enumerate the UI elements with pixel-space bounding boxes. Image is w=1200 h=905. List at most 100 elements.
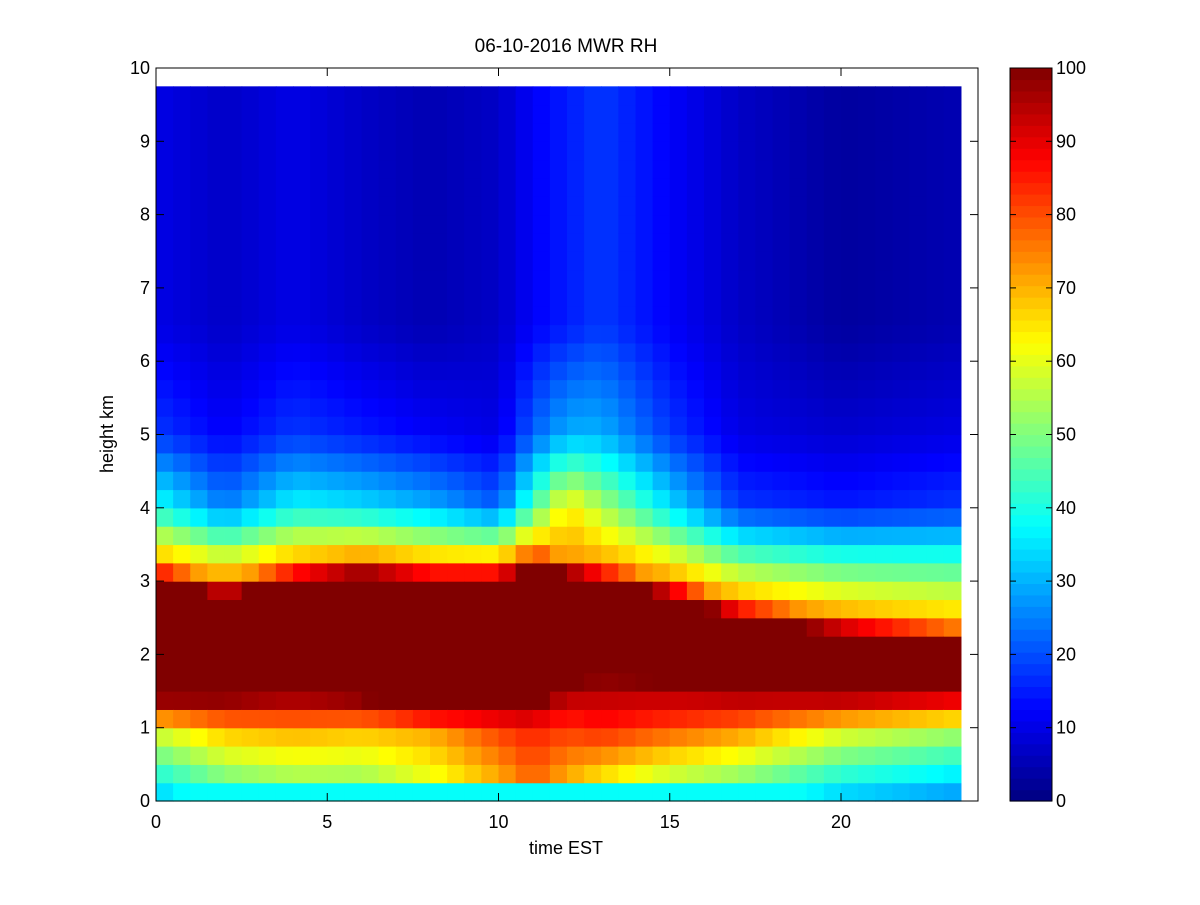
- colorbar-band: [1010, 789, 1052, 802]
- heatmap-cell: [601, 654, 619, 674]
- heatmap-cell: [789, 636, 808, 655]
- heatmap-cell: [721, 141, 739, 161]
- heatmap-cell: [909, 434, 928, 454]
- heatmap-cell: [378, 196, 397, 216]
- heatmap-cell: [892, 342, 911, 362]
- heatmap-cell: [464, 306, 482, 326]
- heatmap-cell: [378, 617, 397, 637]
- heatmap-cell: [823, 159, 842, 179]
- heatmap-cell: [258, 581, 277, 601]
- heatmap-cell: [378, 654, 397, 674]
- heatmap-cell: [858, 196, 876, 216]
- heatmap-cell: [327, 122, 345, 142]
- heatmap-cell: [275, 727, 294, 747]
- heatmap-cell: [772, 416, 791, 436]
- heatmap-cell: [858, 526, 876, 546]
- heatmap-cell: [498, 489, 517, 509]
- heatmap-cell: [875, 214, 893, 234]
- heatmap-cell: [224, 526, 243, 546]
- heatmap-cell: [669, 86, 688, 106]
- heatmap-cell: [327, 287, 345, 307]
- heatmap-cell: [755, 269, 774, 289]
- heatmap-cell: [464, 214, 482, 234]
- heatmap-cell: [823, 507, 842, 527]
- heatmap-cell: [584, 86, 602, 106]
- heatmap-cell: [361, 544, 380, 564]
- heatmap-cell: [464, 452, 482, 472]
- heatmap-cell: [327, 104, 345, 124]
- heatmap-cell: [344, 562, 363, 582]
- x-tick-label: 20: [831, 812, 851, 832]
- colorbar-tick-label: 30: [1056, 571, 1076, 591]
- heatmap-cell: [395, 434, 414, 454]
- heatmap-cell: [858, 434, 876, 454]
- heatmap-cell: [601, 397, 619, 417]
- heatmap-cell: [190, 416, 208, 436]
- heatmap-cell: [190, 214, 208, 234]
- heatmap-cell: [515, 452, 534, 472]
- heatmap-cell: [224, 361, 243, 381]
- heatmap-cell: [584, 471, 602, 491]
- heatmap-cell: [275, 672, 294, 692]
- heatmap-cell: [378, 86, 397, 106]
- heatmap-cell: [207, 342, 226, 362]
- heatmap-cell: [293, 672, 311, 692]
- heatmap-cell: [412, 434, 431, 454]
- heatmap-cell: [190, 526, 208, 546]
- heatmap-cell: [567, 544, 585, 564]
- heatmap-cell: [635, 361, 654, 381]
- heatmap-cell: [515, 434, 534, 454]
- heatmap-cell: [498, 397, 517, 417]
- heatmap-cell: [686, 177, 705, 197]
- y-tick-label: 4: [140, 498, 150, 518]
- heatmap-cell: [447, 764, 465, 784]
- heatmap-cell: [344, 452, 363, 472]
- heatmap-cell: [704, 617, 722, 637]
- colorbar-band: [1010, 148, 1052, 161]
- heatmap-cell: [669, 214, 688, 234]
- heatmap-cell: [755, 599, 774, 619]
- heatmap-cell: [498, 159, 517, 179]
- heatmap-cell: [789, 507, 808, 527]
- heatmap-cell: [892, 159, 911, 179]
- heatmap-cell: [515, 782, 534, 802]
- heatmap-cell: [567, 416, 585, 436]
- heatmap-cell: [652, 599, 671, 619]
- heatmap-cell: [635, 416, 654, 436]
- heatmap-cell: [806, 526, 825, 546]
- heatmap-cell: [841, 507, 859, 527]
- colorbar-band: [1010, 79, 1052, 92]
- heatmap-cell: [669, 122, 688, 142]
- heatmap-cell: [704, 544, 722, 564]
- heatmap-cell: [190, 159, 208, 179]
- heatmap-cell: [156, 507, 174, 527]
- heatmap-cell: [892, 746, 911, 765]
- heatmap-cell: [327, 269, 345, 289]
- heatmap-cell: [344, 489, 363, 509]
- heatmap-cell: [464, 636, 482, 655]
- heatmap-cell: [909, 489, 928, 509]
- heatmap-cell: [738, 746, 756, 765]
- heatmap-cell: [515, 104, 534, 124]
- heatmap-cell: [447, 159, 465, 179]
- heatmap-cell: [190, 746, 208, 765]
- heatmap-cell: [241, 269, 260, 289]
- heatmap-cell: [926, 599, 945, 619]
- heatmap-cell: [652, 471, 671, 491]
- heatmap-cell: [721, 232, 739, 252]
- heatmap-cell: [892, 672, 911, 692]
- heatmap-cell: [515, 654, 534, 674]
- heatmap-cell: [584, 434, 602, 454]
- heatmap-cell: [430, 782, 448, 802]
- heatmap-cell: [926, 324, 945, 344]
- heatmap-cell: [378, 232, 397, 252]
- heatmap-cell: [601, 196, 619, 216]
- heatmap-cell: [669, 287, 688, 307]
- heatmap-cell: [858, 507, 876, 527]
- heatmap-cell: [943, 177, 962, 197]
- colorbar-band: [1010, 766, 1052, 779]
- heatmap-cell: [344, 654, 363, 674]
- colorbar-band: [1010, 640, 1052, 653]
- heatmap-cell: [481, 581, 500, 601]
- heatmap-cell: [652, 159, 671, 179]
